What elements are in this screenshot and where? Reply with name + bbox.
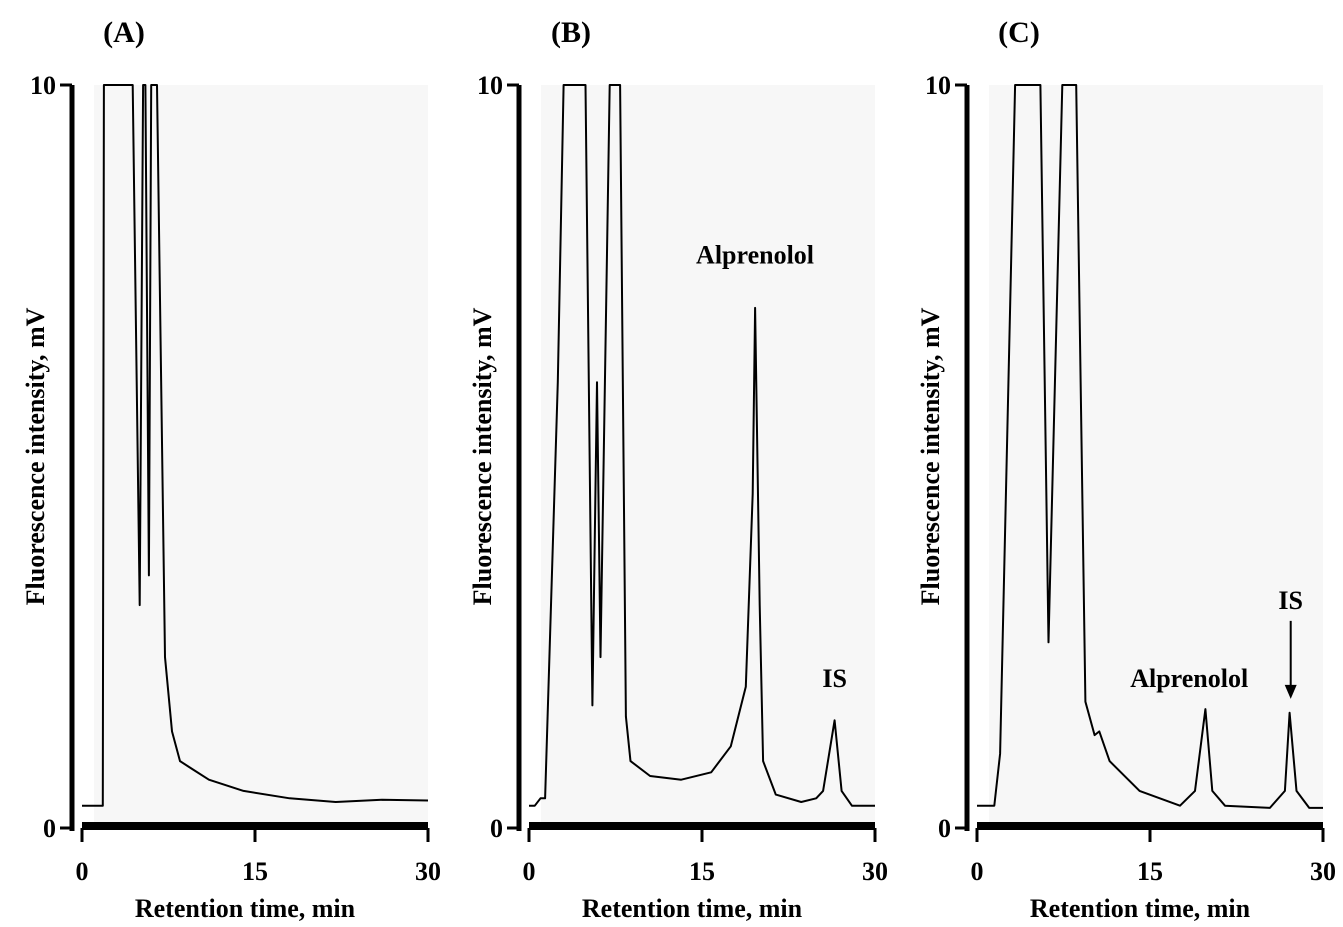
x-axis-label: Retention time, min (1030, 894, 1251, 923)
x-tick-label: 30 (415, 857, 441, 886)
x-tick-label: 30 (1310, 857, 1336, 886)
x-tick-label: 0 (76, 857, 89, 886)
y-axis-label: Fluorescence intensity, mV (468, 307, 497, 605)
annotation: IS (1278, 586, 1303, 615)
y-tick-label: 10 (30, 71, 56, 100)
x-tick-label: 0 (523, 857, 536, 886)
y-tick-label: 0 (43, 814, 56, 843)
x-tick-label: 30 (862, 857, 888, 886)
annotation: Alprenolol (696, 240, 814, 269)
x-axis (82, 822, 428, 830)
trace (529, 84, 875, 807)
x-tick-label: 15 (242, 857, 268, 886)
x-axis (977, 822, 1323, 830)
y-tick-label: 10 (477, 71, 503, 100)
x-tick-label: 15 (1137, 857, 1163, 886)
plot-background (94, 85, 428, 823)
x-tick-label: 15 (689, 857, 715, 886)
panel-title: (A) (103, 16, 145, 49)
trace (82, 84, 429, 807)
y-axis-label: Fluorescence intensity, mV (916, 307, 945, 605)
panel-title: (C) (998, 16, 1040, 49)
plot-background (541, 85, 875, 823)
x-axis (529, 822, 875, 830)
panel-title: (B) (551, 16, 591, 49)
y-tick-label: 0 (490, 814, 503, 843)
annotation: Alprenolol (1130, 664, 1248, 693)
y-tick-label: 0 (938, 814, 951, 843)
plot-background (989, 85, 1323, 823)
arrow-head (1284, 684, 1297, 699)
y-tick-label: 10 (925, 71, 951, 100)
y-axis-label: Fluorescence intensity, mV (21, 307, 50, 605)
x-axis-label: Retention time, min (582, 894, 803, 923)
x-axis-label: Retention time, min (135, 894, 356, 923)
annotation: IS (822, 664, 847, 693)
trace (977, 84, 1323, 809)
x-tick-label: 0 (971, 857, 984, 886)
